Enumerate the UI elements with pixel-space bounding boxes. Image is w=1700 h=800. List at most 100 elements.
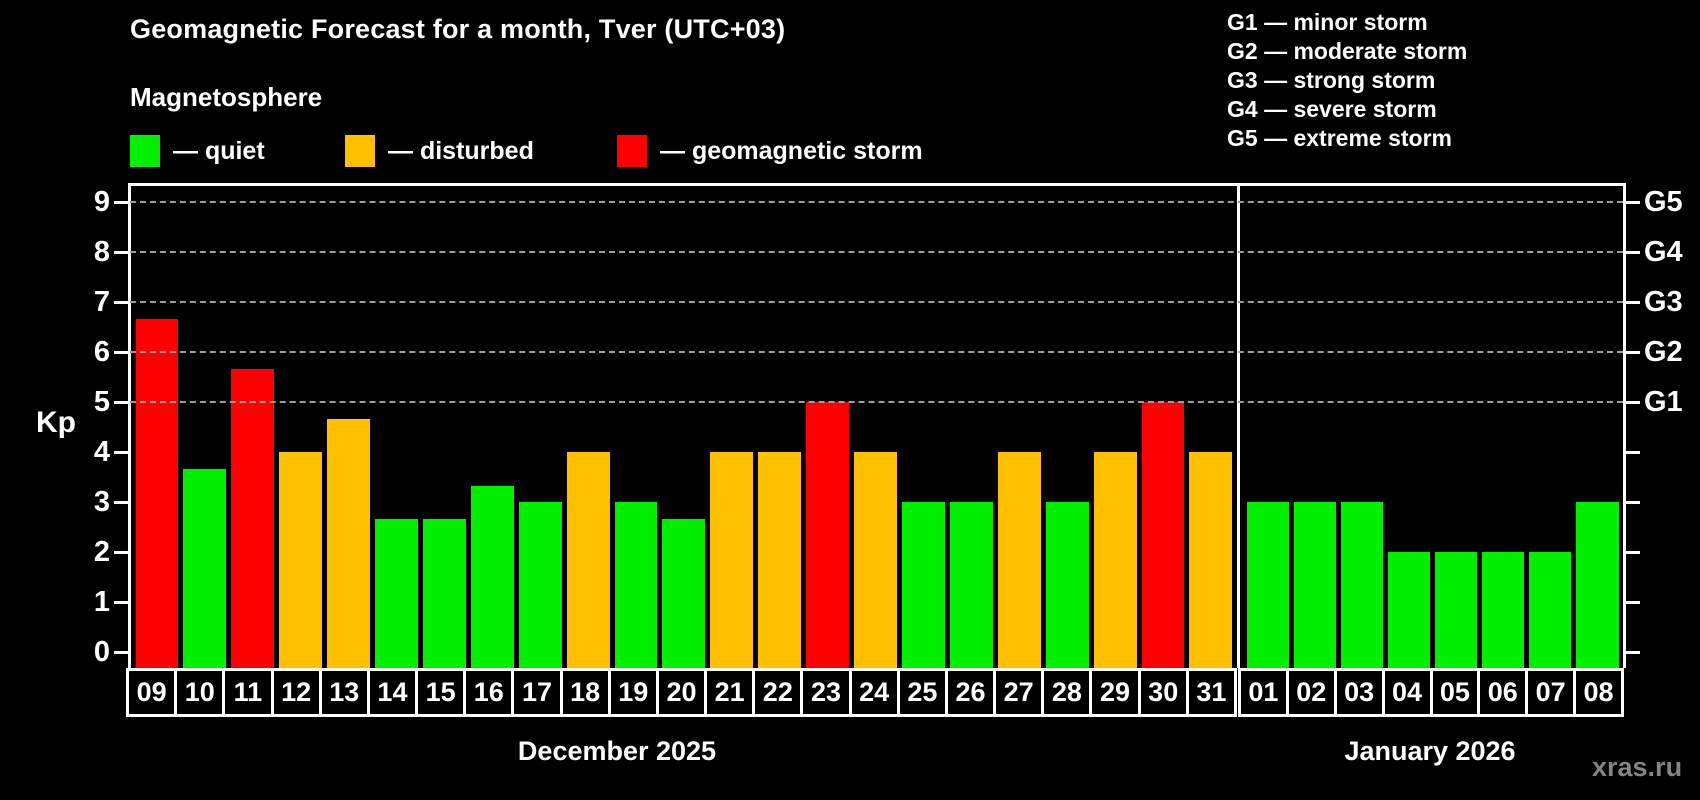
kp-bar-23 (806, 402, 850, 668)
kp-bar-25 (902, 502, 945, 668)
kp-bar-31 (1189, 452, 1233, 668)
right-tick-6 (1626, 351, 1640, 354)
day-cell-03: 03 (1333, 668, 1385, 717)
disturbed-color-swatch (345, 135, 375, 167)
right-axis-label-g4: G4 (1644, 236, 1683, 268)
right-axis-line (1623, 183, 1626, 668)
day-cell-28: 28 (1041, 668, 1093, 717)
day-cell-19: 19 (607, 668, 659, 717)
day-cell-21: 21 (704, 668, 756, 717)
left-tick-5 (114, 401, 128, 404)
right-tick-5 (1626, 401, 1640, 404)
day-cell-04: 04 (1381, 668, 1433, 717)
day-cell-26: 26 (944, 668, 997, 717)
y-tick-label-9: 9 (93, 186, 110, 218)
kp-bar-20 (662, 518, 706, 668)
watermark: xras.ru (1592, 752, 1683, 782)
kp-bar-05 (1435, 552, 1478, 668)
y-axis-label-kp: Kp (36, 406, 76, 439)
kp-bar-02 (1293, 502, 1336, 668)
y-tick-label-7: 7 (93, 286, 110, 318)
month-divider (1237, 183, 1240, 668)
month-label-january: January 2026 (1344, 736, 1516, 766)
day-cell-02: 02 (1285, 668, 1337, 717)
gridline-kp-6 (130, 351, 1623, 353)
y-tick-label-0: 0 (93, 636, 110, 668)
legend-label-quiet: — quiet (173, 136, 265, 165)
kp-bar-30 (1141, 402, 1185, 668)
kp-bar-27 (997, 452, 1041, 668)
kp-bar-24 (854, 452, 897, 668)
y-tick-label-3: 3 (93, 486, 110, 518)
kp-bar-07 (1529, 552, 1572, 668)
right-tick-3 (1626, 501, 1640, 504)
kp-bar-14 (375, 518, 418, 668)
day-cell-07: 07 (1525, 668, 1577, 717)
day-cell-14: 14 (366, 668, 419, 717)
right-tick-8 (1626, 251, 1640, 254)
legend-item-disturbed: — disturbed (345, 134, 534, 168)
right-axis-label-g2: G2 (1644, 336, 1683, 368)
day-cell-08: 08 (1573, 668, 1624, 717)
kp-bar-06 (1482, 552, 1525, 668)
day-cell-11: 11 (222, 668, 274, 717)
g-scale-line-g5: G5 — extreme storm (1227, 125, 1452, 151)
day-cell-16: 16 (463, 668, 515, 717)
gridline-kp-8 (130, 251, 1623, 253)
chart-title: Geomagnetic Forecast for a month, Tver (… (130, 14, 786, 44)
y-tick-label-8: 8 (93, 236, 110, 268)
storm-color-swatch (617, 135, 647, 167)
plot-area (130, 183, 1623, 668)
day-cell-22: 22 (752, 668, 804, 717)
right-axis-label-g1: G1 (1644, 386, 1683, 418)
bars-december (131, 318, 1237, 668)
right-tick-9 (1626, 201, 1640, 204)
kp-bar-08 (1576, 502, 1619, 668)
g-scale-line-g3: G3 — strong storm (1227, 67, 1436, 93)
legend-heading: Magnetosphere (130, 82, 323, 112)
day-cell-06: 06 (1477, 668, 1529, 717)
day-cell-15: 15 (415, 668, 467, 717)
right-tick-7 (1626, 301, 1640, 304)
right-tick-0 (1626, 651, 1640, 654)
day-cell-27: 27 (993, 668, 1045, 717)
kp-bar-09 (135, 318, 179, 668)
kp-bar-26 (949, 502, 993, 668)
left-tick-4 (114, 451, 128, 454)
kp-bar-11 (231, 368, 275, 668)
month-label-december: December 2025 (517, 736, 717, 766)
left-tick-6 (114, 351, 128, 354)
kp-bar-16 (470, 485, 514, 668)
kp-bar-13 (327, 418, 371, 668)
day-cell-25: 25 (896, 668, 948, 717)
day-cell-23: 23 (800, 668, 852, 717)
day-cell-01: 01 (1238, 668, 1289, 717)
right-tick-2 (1626, 551, 1640, 554)
y-tick-label-2: 2 (93, 536, 110, 568)
kp-bar-28 (1045, 502, 1089, 668)
g-scale-legend: G1 — minor storm G2 — moderate storm G3 … (1227, 8, 1467, 153)
legend-item-storm: — geomagnetic storm (617, 134, 923, 168)
kp-bar-22 (758, 452, 802, 668)
gridline-kp-9 (130, 201, 1623, 203)
right-axis-label-g3: G3 (1644, 286, 1683, 318)
left-tick-3 (114, 501, 128, 504)
left-tick-7 (114, 301, 128, 304)
y-tick-label-6: 6 (93, 336, 110, 368)
g-scale-line-g2: G2 — moderate storm (1227, 38, 1468, 64)
legend-label-storm: — geomagnetic storm (660, 136, 923, 165)
kp-bar-03 (1340, 502, 1383, 668)
kp-bar-18 (566, 452, 610, 668)
day-cell-29: 29 (1089, 668, 1141, 717)
y-tick-label-1: 1 (93, 586, 110, 618)
right-tick-1 (1626, 601, 1640, 604)
day-cell-20: 20 (655, 668, 708, 717)
quiet-color-swatch (130, 135, 160, 167)
kp-bar-04 (1387, 552, 1430, 668)
gridline-kp-7 (130, 301, 1623, 303)
day-cell-12: 12 (270, 668, 322, 717)
right-axis-label-g5: G5 (1644, 186, 1683, 218)
left-tick-2 (114, 551, 128, 554)
kp-bar-29 (1093, 452, 1137, 668)
